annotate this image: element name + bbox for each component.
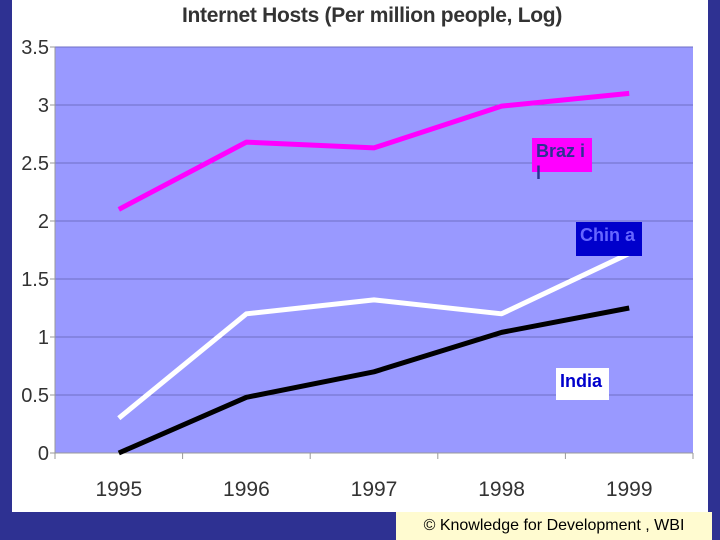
series-label-china: Chin a bbox=[576, 222, 642, 256]
series-label-brazil: Braz il bbox=[532, 138, 592, 183]
x-tick-label: 1998 bbox=[478, 478, 525, 501]
y-tick-label: 1 bbox=[38, 327, 49, 349]
y-tick-label: 0 bbox=[38, 443, 49, 465]
line-chart: 0 0.5 1 1.5 2 2.5 3 3.5 1995 1996 1997 1998 1999 bbox=[21, 37, 694, 501]
y-tick-label: 2.5 bbox=[21, 153, 49, 175]
y-tick-label: 3.5 bbox=[21, 37, 49, 59]
y-tick-label: 3 bbox=[38, 95, 49, 117]
slide: Internet Hosts (Per million people, Log)… bbox=[12, 0, 708, 512]
chart-title: Internet Hosts (Per million people, Log) bbox=[181, 4, 563, 27]
series-line-brazil bbox=[117, 90, 630, 212]
series-label-india: India bbox=[556, 368, 609, 400]
copyright-footer: © Knowledge for Development , WBI bbox=[396, 512, 712, 540]
x-tick-label: 1999 bbox=[606, 478, 653, 501]
y-tick-label: 0.5 bbox=[21, 385, 49, 407]
x-tick-label: 1996 bbox=[223, 478, 270, 501]
series-line-india bbox=[117, 305, 630, 456]
y-tick-label: 1.5 bbox=[21, 269, 49, 291]
x-tick-label: 1995 bbox=[95, 478, 142, 501]
y-tick-label: 2 bbox=[38, 211, 49, 233]
series-line-china bbox=[117, 251, 631, 421]
x-tick-label: 1997 bbox=[351, 478, 398, 501]
